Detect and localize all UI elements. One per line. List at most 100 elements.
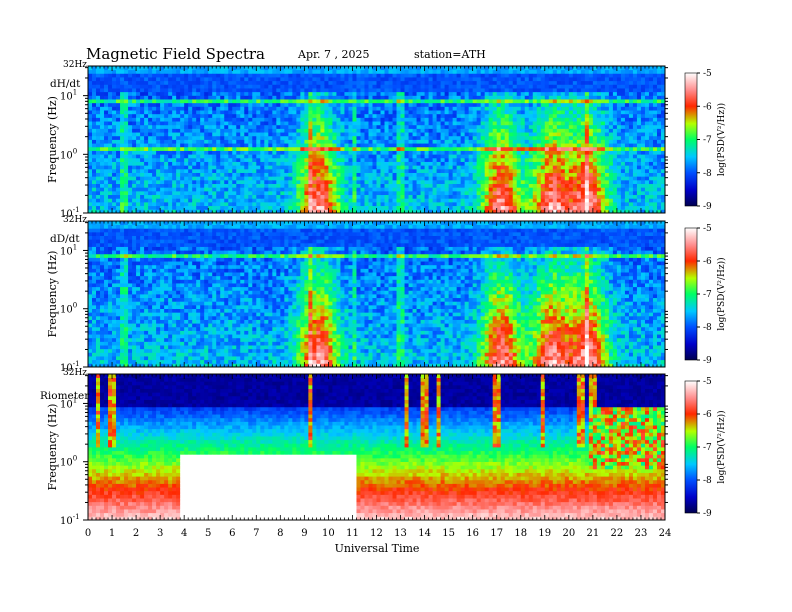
spectrogram-cell [408,66,413,71]
spectrogram-cell [316,198,321,203]
spectrogram-cell [556,187,562,192]
spectrogram-cell [440,146,446,151]
spectrogram-cell [192,106,197,111]
spectrogram-cell [220,194,225,199]
spectrogram-cell [380,139,385,144]
spectrogram-cell [216,168,221,173]
spectrogram-cell [512,143,518,148]
spectrogram-cell [320,172,325,177]
spectrogram-cell [240,194,245,199]
spectrogram-cell [168,139,173,144]
spectrogram-cell [472,95,478,100]
spectrogram-cell [292,132,297,137]
spectrogram-cell [240,113,245,118]
spectrogram-cell [280,121,285,126]
spectrogram-cell [332,190,337,196]
spectrogram-cell [156,168,161,173]
spectrogram-cell [360,102,365,107]
spectrogram-cell [524,139,530,144]
spectrogram-cell [184,132,189,137]
spectrogram-cell [488,95,494,100]
spectrogram-cell [412,73,417,78]
spectrogram-cell [204,154,209,159]
spectrogram-cell [432,187,438,192]
spectrogram-cell [260,91,265,96]
spectrogram-cell [200,187,205,192]
spectrogram-cell [376,179,381,185]
spectrogram-cell [532,150,538,155]
spectrogram-cell [136,128,141,133]
spectrogram-cell [488,161,494,166]
spectrogram-cell [220,176,225,181]
spectrogram-cell [152,194,157,199]
spectrogram-cell [160,176,165,181]
spectrogram-cell [252,209,257,214]
spectrogram-cell [528,77,534,82]
spectrogram-cell [332,172,337,177]
spectrogram-cell [224,69,229,74]
spectrogram-cell [236,69,241,74]
spectrogram-cell [124,91,129,96]
spectrogram-cell [88,187,93,192]
spectrogram-cell [224,201,229,207]
spectrogram-cell [120,205,125,210]
spectrogram-cell [300,194,305,199]
spectrogram-cell [516,124,522,129]
spectrogram-cell [480,73,486,78]
spectrogram-cell [564,183,570,188]
spectrogram-cell [444,146,450,151]
spectrogram-cell [236,77,241,82]
spectrogram-cell [448,165,454,170]
spectrogram-cell [380,80,385,85]
spectrogram-cell [556,209,562,214]
spectrogram-cell [188,205,193,210]
spectrogram-cell [500,128,506,133]
spectrogram-cell [556,73,562,78]
spectrogram-cell [544,84,550,89]
spectrogram-cell [180,205,185,210]
spectrogram-cell [152,187,157,192]
spectrogram-cell [388,201,393,207]
spectrogram-cell [392,99,397,104]
spectrogram-cell [484,194,490,199]
spectrogram-cell [456,165,462,170]
spectrogram-cell [348,121,353,126]
spectrogram-cell [260,209,265,214]
spectrogram-cell [432,209,438,214]
spectrogram-cell [128,172,133,177]
spectrogram-cell [464,113,470,118]
spectrogram-cell [296,132,301,137]
spectrogram-cell [216,190,221,196]
spectrogram-cell [220,66,225,71]
spectrogram-cell [324,150,329,155]
spectrogram-cell [352,135,357,140]
spectrogram-cell [312,99,317,104]
spectrogram-cell [152,121,157,126]
spectrogram-cell [408,205,413,210]
spectrogram-cell [472,201,478,207]
spectrogram-cell [532,157,538,162]
spectrogram-cell [256,183,261,188]
spectrogram-cell [208,102,213,107]
spectrogram-cell [340,205,345,210]
spectrogram-cell [548,209,554,214]
spectrogram-cell [304,194,309,199]
spectrogram-cell [560,143,566,148]
spectrogram-cell [176,106,181,111]
spectrogram-cell [552,99,558,104]
spectrogram-cell [380,102,385,107]
spectrogram-cell [332,183,337,188]
spectrogram-cell [212,168,217,173]
spectrogram-cell [260,187,265,192]
spectrogram-cell [472,124,478,129]
spectrogram-cell [356,117,361,122]
spectrogram-cell [424,165,429,170]
spectrogram-cell [108,106,113,111]
spectrogram-cell [272,99,277,104]
spectrogram-cell [512,205,518,210]
spectrogram-cell [468,121,474,126]
spectrogram-cell [96,121,101,126]
spectrogram-cell [564,165,570,170]
spectrogram-cell [504,150,510,155]
spectrogram-cell [376,157,381,162]
